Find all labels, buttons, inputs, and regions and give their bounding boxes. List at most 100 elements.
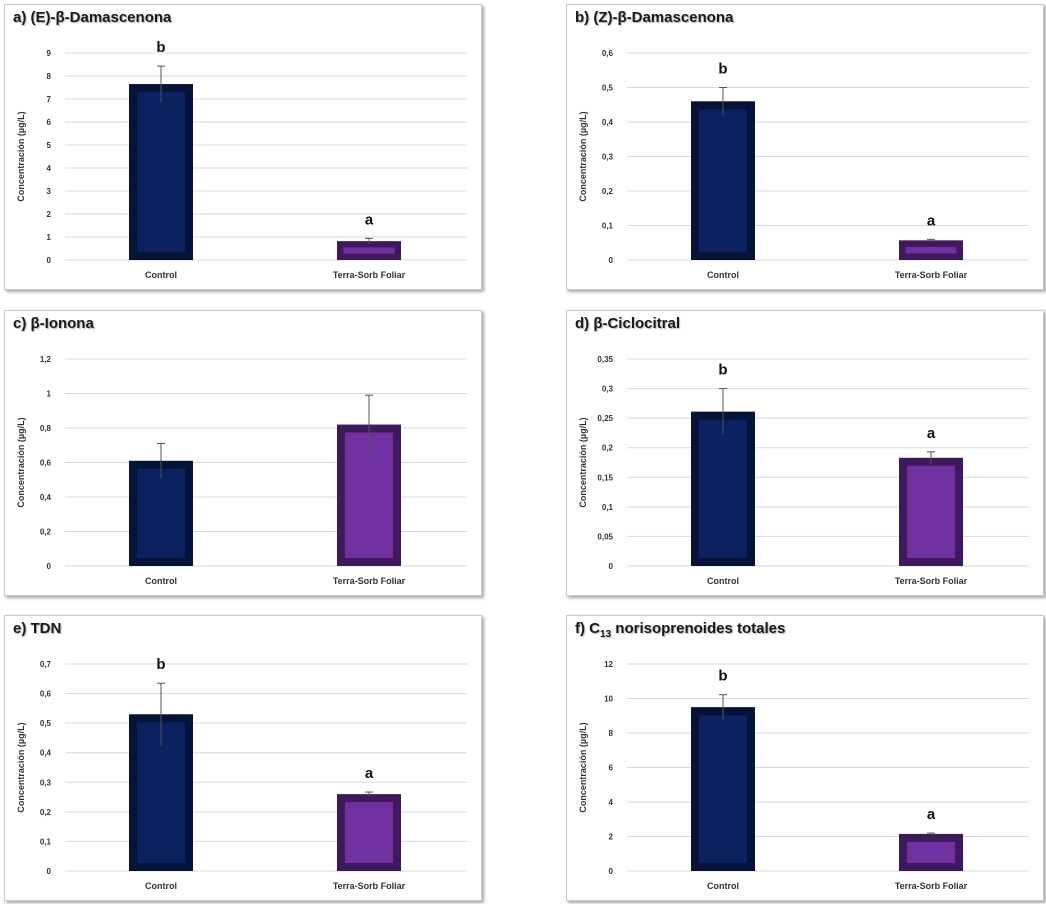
x-tick-label: Control [145, 576, 177, 586]
bar-face [907, 465, 955, 558]
y-tick-label: 3 [47, 187, 52, 196]
bar-face [137, 468, 185, 558]
y-tick-label: 0,2 [602, 444, 614, 453]
y-tick-label: 0,3 [602, 153, 614, 162]
x-tick-label: Control [707, 270, 739, 280]
y-tick-label: 0,5 [40, 719, 52, 728]
y-tick-label: 5 [47, 141, 52, 150]
y-tick-label: 0,3 [40, 778, 52, 787]
y-tick-label: 6 [609, 764, 614, 773]
y-tick-label: 1 [47, 233, 52, 242]
y-tick-label: 0,6 [40, 459, 52, 468]
y-axis-label: Concentración (µg/L) [16, 722, 26, 812]
y-tick-label: 2 [47, 210, 52, 219]
chart-title: f) C13 norisoprenoides totales [575, 620, 785, 640]
y-tick-label: 0,5 [602, 84, 614, 93]
chart-f-svg: 0 2 4 6 8 10 12 Concentración (µg/L) b Control a Te… [578, 660, 1029, 891]
y-tick-label: 4 [47, 164, 52, 173]
bar-face [343, 247, 395, 254]
chart-c-svg: 0 0,2 0,4 0,6 0,8 1 1,2 Concentración (µg/L) Con… [16, 355, 467, 586]
significance-label: b [718, 362, 727, 379]
significance-label: a [927, 425, 936, 442]
x-tick-label: Control [707, 881, 739, 891]
y-tick-label: 0,4 [602, 118, 614, 127]
significance-label: a [927, 212, 936, 229]
y-tick-label: 0,3 [602, 385, 614, 394]
y-tick-label: 0,2 [602, 187, 614, 196]
significance-label: b [156, 656, 165, 673]
y-axis-label: Concentración (µg/L) [578, 111, 588, 201]
y-tick-label: 0,8 [40, 424, 52, 433]
y-tick-label: 7 [47, 95, 52, 104]
y-tick-label: 4 [609, 798, 614, 807]
y-tick-label: 0 [47, 562, 52, 571]
chart-panel-e: e) TDN 0 0,1 0,2 0,3 0,4 0,5 0,6 0,7 Concentraci… [4, 615, 482, 901]
chart-b-svg: 0 0,1 0,2 0,3 0,4 0,5 0,6 Concentración (µg/L) b… [578, 49, 1029, 280]
bar-face [137, 722, 185, 863]
y-tick-label: 6 [47, 118, 52, 127]
bar-face [699, 109, 747, 252]
bar-face [907, 841, 955, 863]
y-tick-label: 0 [47, 256, 52, 265]
y-tick-label: 2 [609, 833, 614, 842]
y-tick-label: 0,4 [40, 493, 52, 502]
significance-label: a [365, 211, 374, 228]
y-tick-label: 0,35 [597, 355, 613, 364]
significance-label: a [365, 765, 374, 782]
significance-label: a [927, 806, 936, 823]
x-tick-label: Control [145, 881, 177, 891]
y-tick-label: 0 [47, 867, 52, 876]
significance-label: b [718, 668, 727, 685]
y-tick-label: 1,2 [40, 355, 52, 364]
y-tick-label: 9 [47, 49, 52, 58]
x-tick-label: Terra-Sorb Foliar [333, 576, 406, 586]
y-tick-label: 0,6 [40, 690, 52, 699]
y-tick-label: 0 [609, 867, 614, 876]
y-axis-label: Concentración (µg/L) [16, 111, 26, 201]
bar-face [345, 802, 393, 863]
title-main: f) C [575, 620, 600, 637]
bar-face [905, 246, 957, 254]
y-tick-label: 0 [609, 256, 614, 265]
x-tick-label: Terra-Sorb Foliar [895, 881, 968, 891]
chart-d-svg: 0 0,05 0,1 0,15 0,2 0,25 0,3 0,35 Concentración … [578, 355, 1029, 586]
y-tick-label: 0,4 [40, 749, 52, 758]
chart-a-svg: 0 1 2 3 4 5 6 7 8 9 Concentración (µg/L) b Control a T… [16, 39, 467, 280]
chart-title: c) β-Ionona [13, 315, 94, 332]
chart-panel-b: b) (Z)-β-Damascenona 0 0,1 0,2 0,3 0,4 0,5 0,6… [566, 4, 1044, 290]
title-subscript: 13 [600, 629, 612, 640]
y-tick-label: 0,1 [40, 837, 52, 846]
chart-title: a) (E)-β-Damascenona [13, 9, 172, 26]
y-tick-label: 8 [47, 72, 52, 81]
y-tick-label: 0,1 [602, 222, 614, 231]
y-tick-label: 1 [47, 390, 52, 399]
x-tick-label: Control [145, 270, 177, 280]
y-tick-label: 0,15 [597, 473, 613, 482]
chart-title: e) TDN [13, 620, 62, 637]
y-tick-label: 0,1 [602, 503, 614, 512]
x-tick-label: Terra-Sorb Foliar [895, 270, 968, 280]
y-tick-label: 0,2 [40, 808, 52, 817]
x-tick-label: Terra-Sorb Foliar [333, 270, 406, 280]
y-tick-label: 8 [609, 729, 614, 738]
y-tick-label: 0,6 [602, 49, 614, 58]
chart-title: d) β-Ciclocitral [575, 315, 680, 332]
chart-title: b) (Z)-β-Damascenona [575, 9, 734, 26]
y-axis-label: Concentración (µg/L) [578, 417, 588, 507]
x-tick-label: Terra-Sorb Foliar [333, 881, 406, 891]
y-axis-label: Concentración (µg/L) [578, 722, 588, 812]
y-axis-label: Concentración (µg/L) [16, 417, 26, 507]
significance-label: b [718, 61, 727, 78]
chart-panel-a: a) (E)-β-Damascenona 0 1 2 3 4 5 6 7 8 9 Concentra… [4, 4, 482, 290]
y-tick-label: 0,05 [597, 532, 613, 541]
y-tick-label: 0,7 [40, 660, 52, 669]
y-tick-label: 12 [604, 660, 613, 669]
chart-panel-d: d) β-Ciclocitral 0 0,05 0,1 0,15 0,2 0,25 0,3 0… [566, 310, 1044, 596]
y-tick-label: 10 [604, 695, 613, 704]
significance-label: b [156, 39, 165, 56]
bar-face [137, 92, 185, 252]
x-tick-label: Terra-Sorb Foliar [895, 576, 968, 586]
bar-face [699, 419, 747, 558]
y-tick-label: 0,2 [40, 528, 52, 537]
y-tick-label: 0,25 [597, 414, 613, 423]
